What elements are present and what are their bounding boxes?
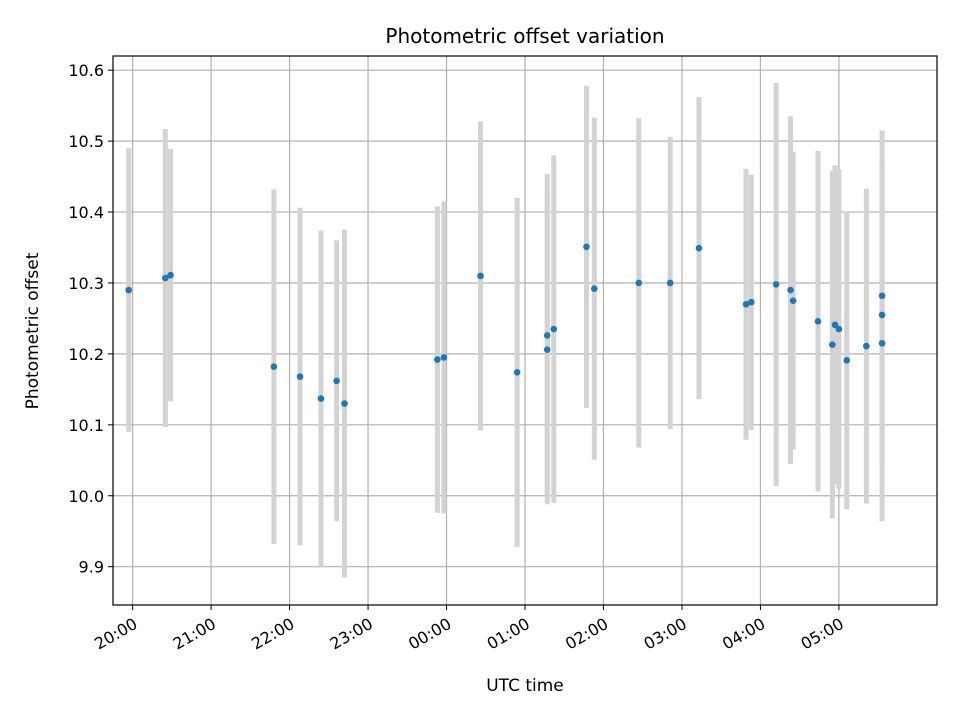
data-point bbox=[695, 244, 703, 252]
data-point bbox=[543, 346, 551, 353]
y-tick-label: 10.0 bbox=[68, 487, 104, 506]
data-point bbox=[333, 377, 340, 385]
data-point bbox=[772, 281, 780, 288]
data-point bbox=[878, 339, 886, 347]
y-axis-title: Photometric offset bbox=[23, 252, 43, 409]
data-point bbox=[296, 373, 304, 380]
data-point bbox=[162, 274, 169, 282]
data-point bbox=[787, 286, 794, 294]
y-tick-label: 10.2 bbox=[68, 345, 104, 364]
data-point bbox=[863, 342, 870, 350]
data-point bbox=[341, 400, 348, 407]
data-point bbox=[789, 297, 797, 305]
y-tick-label: 9.9 bbox=[79, 558, 104, 577]
x-axis-title: UTC time bbox=[486, 676, 564, 696]
data-point bbox=[635, 279, 643, 287]
data-point bbox=[814, 317, 822, 325]
data-point bbox=[543, 332, 551, 339]
data-points bbox=[125, 243, 886, 407]
data-point bbox=[878, 292, 886, 300]
data-point bbox=[440, 354, 448, 361]
data-point bbox=[591, 285, 598, 292]
data-point bbox=[513, 369, 521, 376]
data-point bbox=[583, 243, 590, 251]
data-point bbox=[843, 356, 851, 364]
data-point bbox=[125, 286, 132, 294]
data-point bbox=[477, 272, 484, 280]
y-tick-label: 10.6 bbox=[68, 61, 104, 80]
data-point bbox=[878, 311, 886, 319]
y-tick-label: 10.1 bbox=[68, 416, 104, 435]
data-point bbox=[742, 300, 750, 308]
data-point bbox=[434, 356, 441, 363]
y-tick-label: 10.3 bbox=[68, 274, 104, 293]
data-point bbox=[666, 279, 674, 287]
data-point bbox=[270, 363, 278, 370]
data-point bbox=[835, 325, 843, 333]
data-point bbox=[550, 325, 558, 333]
data-point bbox=[829, 341, 836, 348]
data-point bbox=[167, 271, 174, 279]
y-tick-label: 10.5 bbox=[68, 132, 104, 151]
y-tick-label: 10.4 bbox=[68, 203, 104, 222]
data-point bbox=[831, 321, 839, 329]
chart-title: Photometric offset variation bbox=[385, 24, 664, 48]
data-point bbox=[317, 395, 325, 402]
data-point bbox=[747, 298, 755, 306]
y-axis-ticks: 9.9 10.0 10.1 10.2 10.3 10.4 10.5 10.6 bbox=[68, 61, 113, 577]
